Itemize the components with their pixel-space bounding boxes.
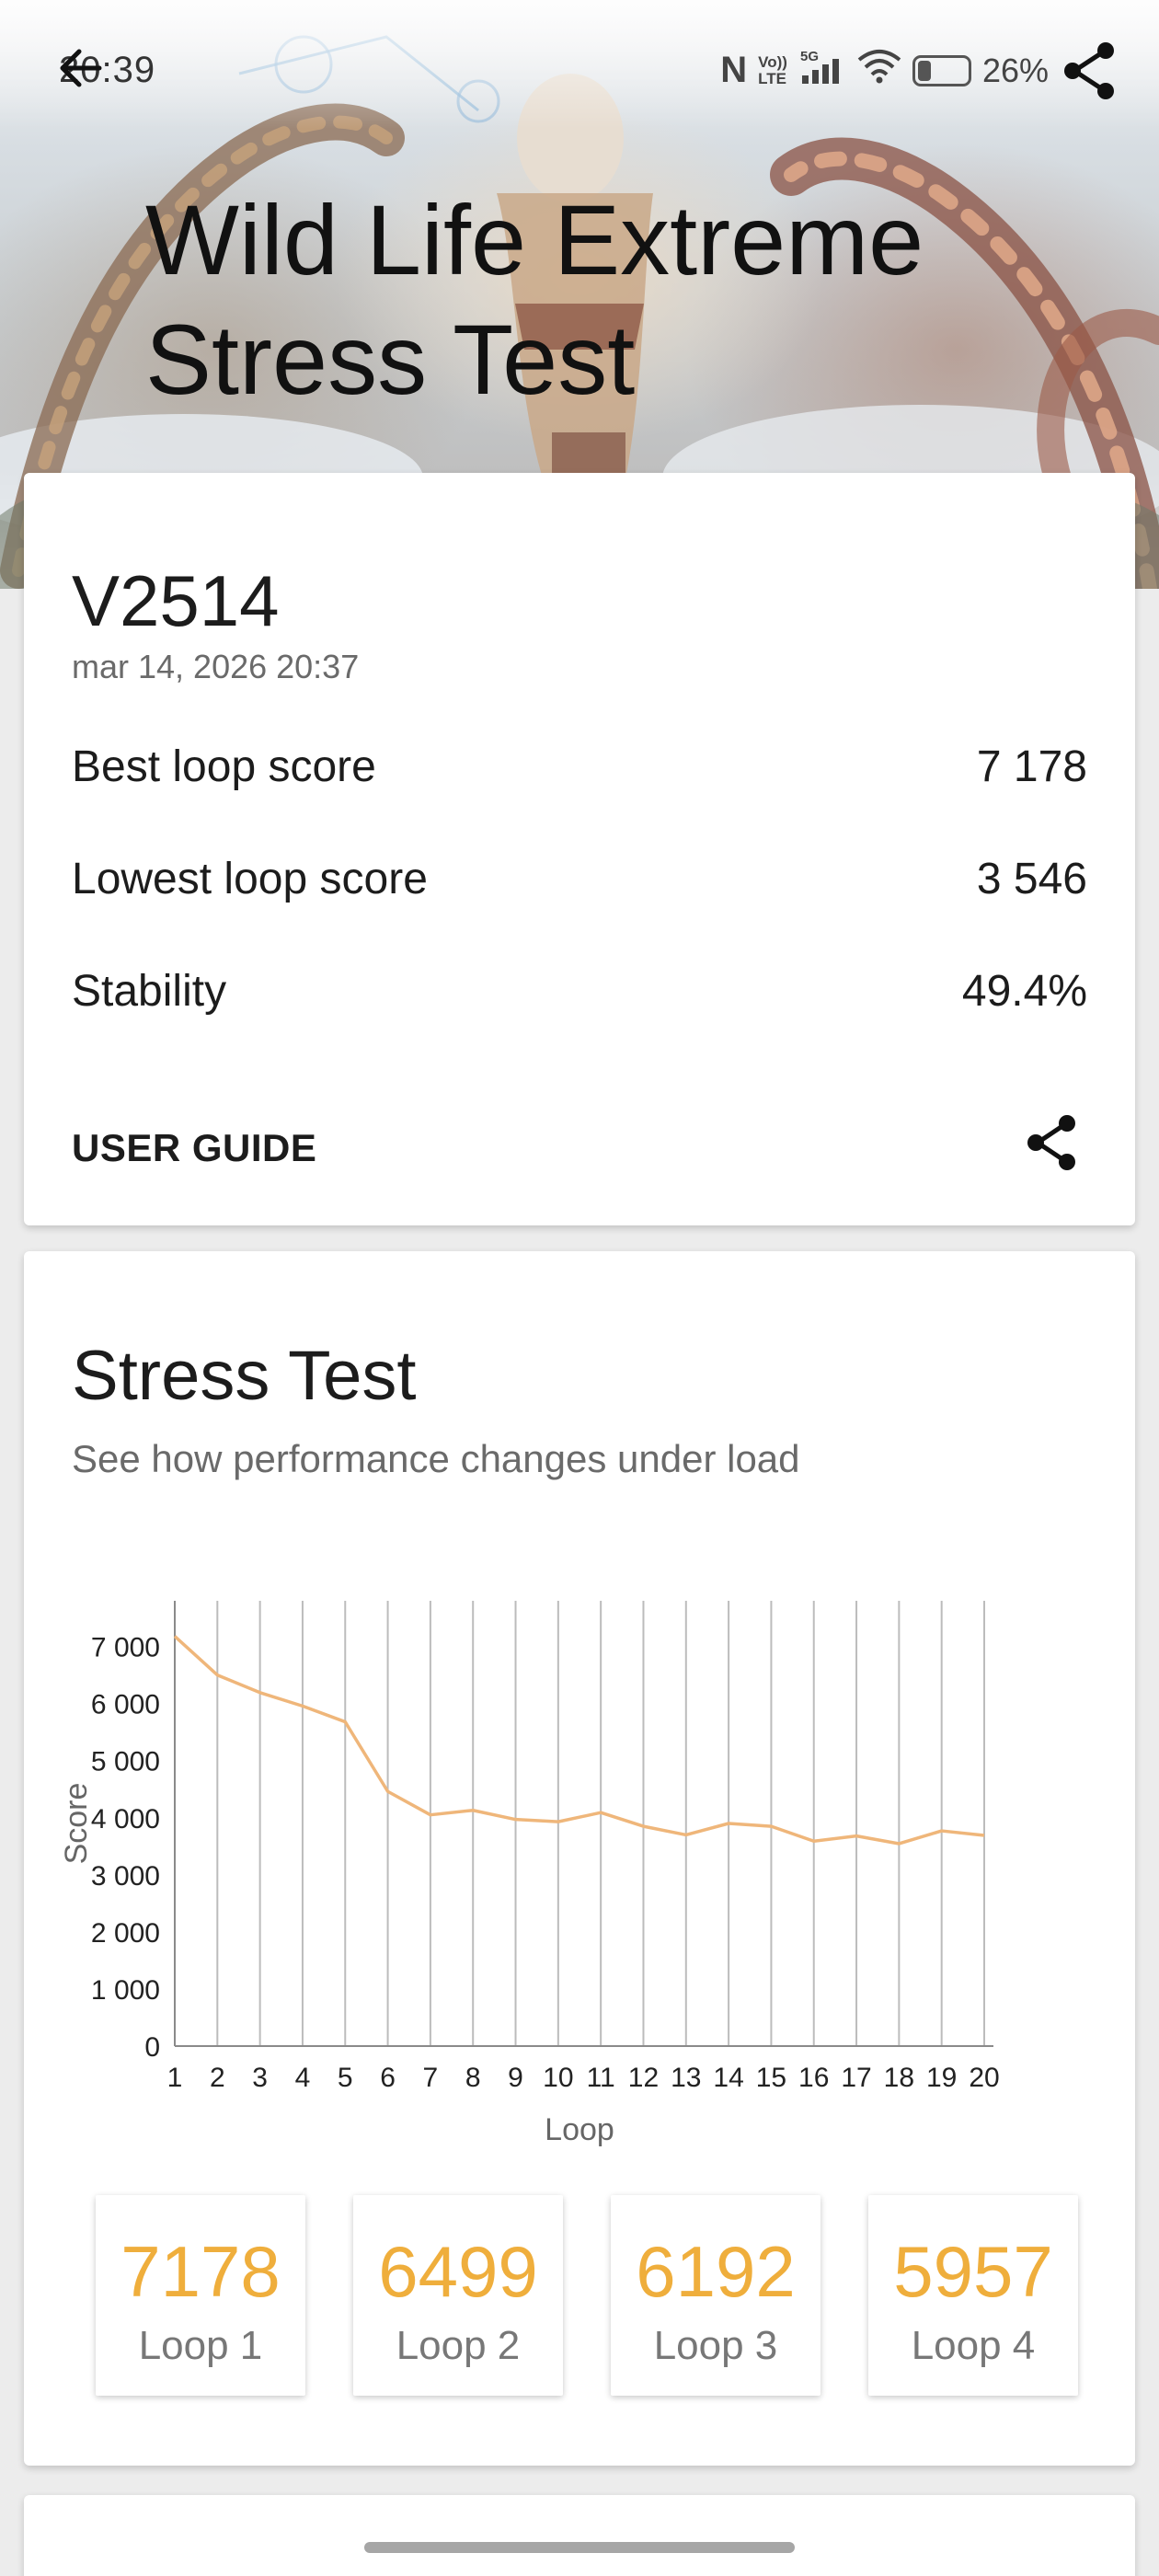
hero-top-fade <box>0 0 1159 129</box>
x-tick-label: 11 <box>587 2063 615 2093</box>
loop-label: Loop 2 <box>396 2323 521 2368</box>
x-tick-label: 2 <box>210 2063 225 2093</box>
x-axis-label: Loop <box>545 2112 614 2147</box>
wifi-icon <box>857 49 901 92</box>
loop-label: Loop 3 <box>653 2323 778 2368</box>
y-tick-label: 2 000 <box>91 1918 160 1949</box>
series-line <box>173 1635 985 1846</box>
x-tick-label: 4 <box>295 2063 311 2093</box>
x-tick-label: 13 <box>671 2063 701 2093</box>
x-tick-label: 12 <box>628 2063 659 2093</box>
loop-label: Loop 1 <box>138 2323 263 2368</box>
lte-label: LTE <box>758 69 786 87</box>
next-card <box>24 2495 1135 2576</box>
battery-icon <box>912 54 971 86</box>
loop-score: 5957 <box>893 2231 1053 2312</box>
y-tick-label: 6 000 <box>91 1690 160 1720</box>
y-tick-label: 3 000 <box>91 1861 160 1892</box>
y-tick-label: 5 000 <box>91 1747 160 1777</box>
metric-label: Stability <box>72 967 227 1016</box>
metric-value: 49.4% <box>961 967 1087 1016</box>
metric-label: Lowest loop score <box>72 855 428 903</box>
x-tick-label: 14 <box>713 2063 743 2093</box>
result-summary-card: V2514 mar 14, 2026 20:37 Best loop score… <box>24 473 1135 1225</box>
x-tick-label: 7 <box>423 2063 439 2093</box>
share-button[interactable] <box>1058 39 1122 103</box>
x-tick-label: 5 <box>338 2063 353 2093</box>
back-button[interactable] <box>53 40 109 96</box>
x-tick-label: 19 <box>926 2063 957 2093</box>
volte-icon: Vo)) LTE <box>758 52 787 87</box>
loop-score-tiles: 7178 Loop 1 6499 Loop 2 6192 Loop 3 5957… <box>96 2195 1078 2398</box>
stress-chart-svg: Score Loop 0 1 000 2 000 3 000 4 000 5 000 6 0… <box>59 1601 1000 2147</box>
volte-label: Vo)) <box>758 52 787 71</box>
metric-value: 3 546 <box>976 855 1087 903</box>
stress-title: Stress Test <box>72 1337 417 1415</box>
loop-score: 6499 <box>378 2231 538 2312</box>
status-icons: N Vo)) LTE 5G <box>720 48 1049 93</box>
loop-tile: 6499 Loop 2 <box>353 2195 563 2396</box>
svg-text:5G: 5G <box>800 49 819 64</box>
metric-value: 7 178 <box>976 742 1087 791</box>
y-axis-label: Score <box>59 1783 94 1865</box>
metric-stability: Stability 49.4% <box>72 966 1087 1017</box>
loop-tile: 6192 Loop 3 <box>611 2195 820 2396</box>
battery-percent: 26% <box>981 51 1049 89</box>
loop-score: 6192 <box>636 2231 796 2312</box>
home-indicator[interactable] <box>364 2542 795 2553</box>
x-tick-label: 18 <box>884 2063 914 2093</box>
x-tick-label: 20 <box>969 2063 999 2093</box>
metric-best-loop: Best loop score 7 178 <box>72 742 1087 792</box>
share-icon <box>1064 42 1114 99</box>
device-name: V2514 <box>72 560 280 641</box>
nfc-icon: N <box>720 50 748 90</box>
signal-icon: 5G <box>798 48 846 93</box>
share-result-button[interactable] <box>1017 1108 1087 1178</box>
loop-label: Loop 4 <box>911 2323 1036 2368</box>
loop-tile: 5957 Loop 4 <box>868 2195 1078 2396</box>
stress-subtitle: See how performance changes under load <box>72 1437 800 1480</box>
x-tick-label: 1 <box>167 2063 183 2093</box>
user-guide-link[interactable]: USER GUIDE <box>72 1126 317 1169</box>
y-tick-label: 7 000 <box>91 1633 160 1663</box>
test-date: mar 14, 2026 20:37 <box>72 648 360 685</box>
x-tick-label: 15 <box>756 2063 786 2093</box>
metric-lowest-loop: Lowest loop score 3 546 <box>72 854 1087 904</box>
y-tick-label: 0 <box>144 2032 160 2063</box>
y-tick-label: 1 000 <box>91 1975 160 2006</box>
x-tick-label: 9 <box>508 2063 523 2093</box>
stress-chart: Score Loop 0 1 000 2 000 3 000 4 000 5 000 6 0… <box>24 1601 1135 2530</box>
x-tick-label: 16 <box>798 2063 829 2093</box>
page-title: Wild Life Extreme Stress Test <box>145 184 924 415</box>
y-tick-label: 4 000 <box>91 1804 160 1834</box>
loop-tile: 7178 Loop 1 <box>96 2195 305 2396</box>
x-tick-label: 17 <box>841 2063 871 2093</box>
x-tick-label: 3 <box>252 2063 268 2093</box>
x-tick-label: 10 <box>543 2063 573 2093</box>
arrow-left-icon <box>60 49 102 87</box>
loop-score: 7178 <box>120 2231 281 2312</box>
metric-label: Best loop score <box>72 742 376 791</box>
x-tick-label: 8 <box>465 2063 481 2093</box>
x-tick-label: 6 <box>380 2063 396 2093</box>
share-icon <box>1027 1115 1075 1170</box>
stress-test-card: Stress Test See how performance changes … <box>24 1251 1135 2466</box>
